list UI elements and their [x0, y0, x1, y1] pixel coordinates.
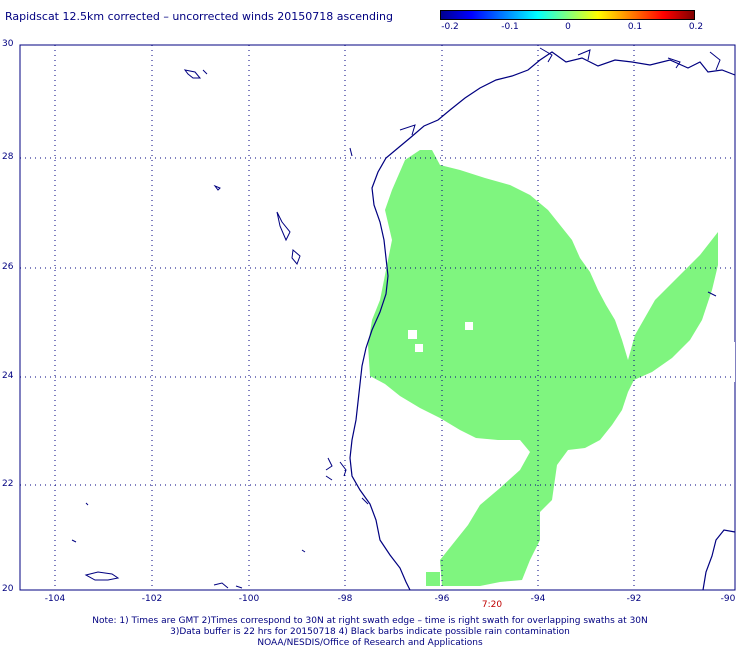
- grid-lines: [20, 45, 735, 590]
- coastline: [349, 51, 736, 591]
- note-line-1: Note: 1) Times are GMT 2)Times correspon…: [92, 616, 648, 626]
- coastal-features: [71, 47, 721, 589]
- colorbar-label: -0.2: [441, 22, 459, 32]
- colorbar-label: -0.1: [501, 22, 519, 32]
- swath-time-label: 7:20: [481, 600, 503, 610]
- lon-label: -102: [141, 594, 163, 604]
- swath-coverage: [368, 150, 718, 586]
- lat-label: 24: [2, 371, 14, 381]
- note-line-2: 3)Data buffer is 22 hrs for 20150718 4) …: [170, 627, 570, 637]
- colorbar-label: 0.1: [627, 22, 643, 32]
- swath-gaps: [408, 322, 735, 382]
- lon-label: -98: [337, 594, 353, 604]
- lon-label: -92: [626, 594, 642, 604]
- lat-label: 26: [2, 262, 14, 272]
- lon-label: -104: [44, 594, 66, 604]
- lat-label: 20: [2, 584, 14, 594]
- note-line-3: NOAA/NESDIS/Office of Research and Appli…: [257, 638, 483, 648]
- lon-label: -94: [530, 594, 546, 604]
- lon-label: -90: [720, 594, 736, 604]
- lat-label: 28: [2, 152, 14, 162]
- map-title: Rapidscat 12.5km corrected – uncorrected…: [5, 10, 394, 23]
- lat-label: 30: [2, 39, 14, 49]
- lon-label: -100: [238, 594, 260, 604]
- lon-label: -96: [434, 594, 450, 604]
- colorbar: [440, 10, 695, 20]
- plot-frame: [19, 44, 736, 591]
- colorbar-label: 0: [565, 22, 571, 32]
- colorbar-label: 0.2: [688, 22, 704, 32]
- lat-label: 22: [2, 479, 14, 489]
